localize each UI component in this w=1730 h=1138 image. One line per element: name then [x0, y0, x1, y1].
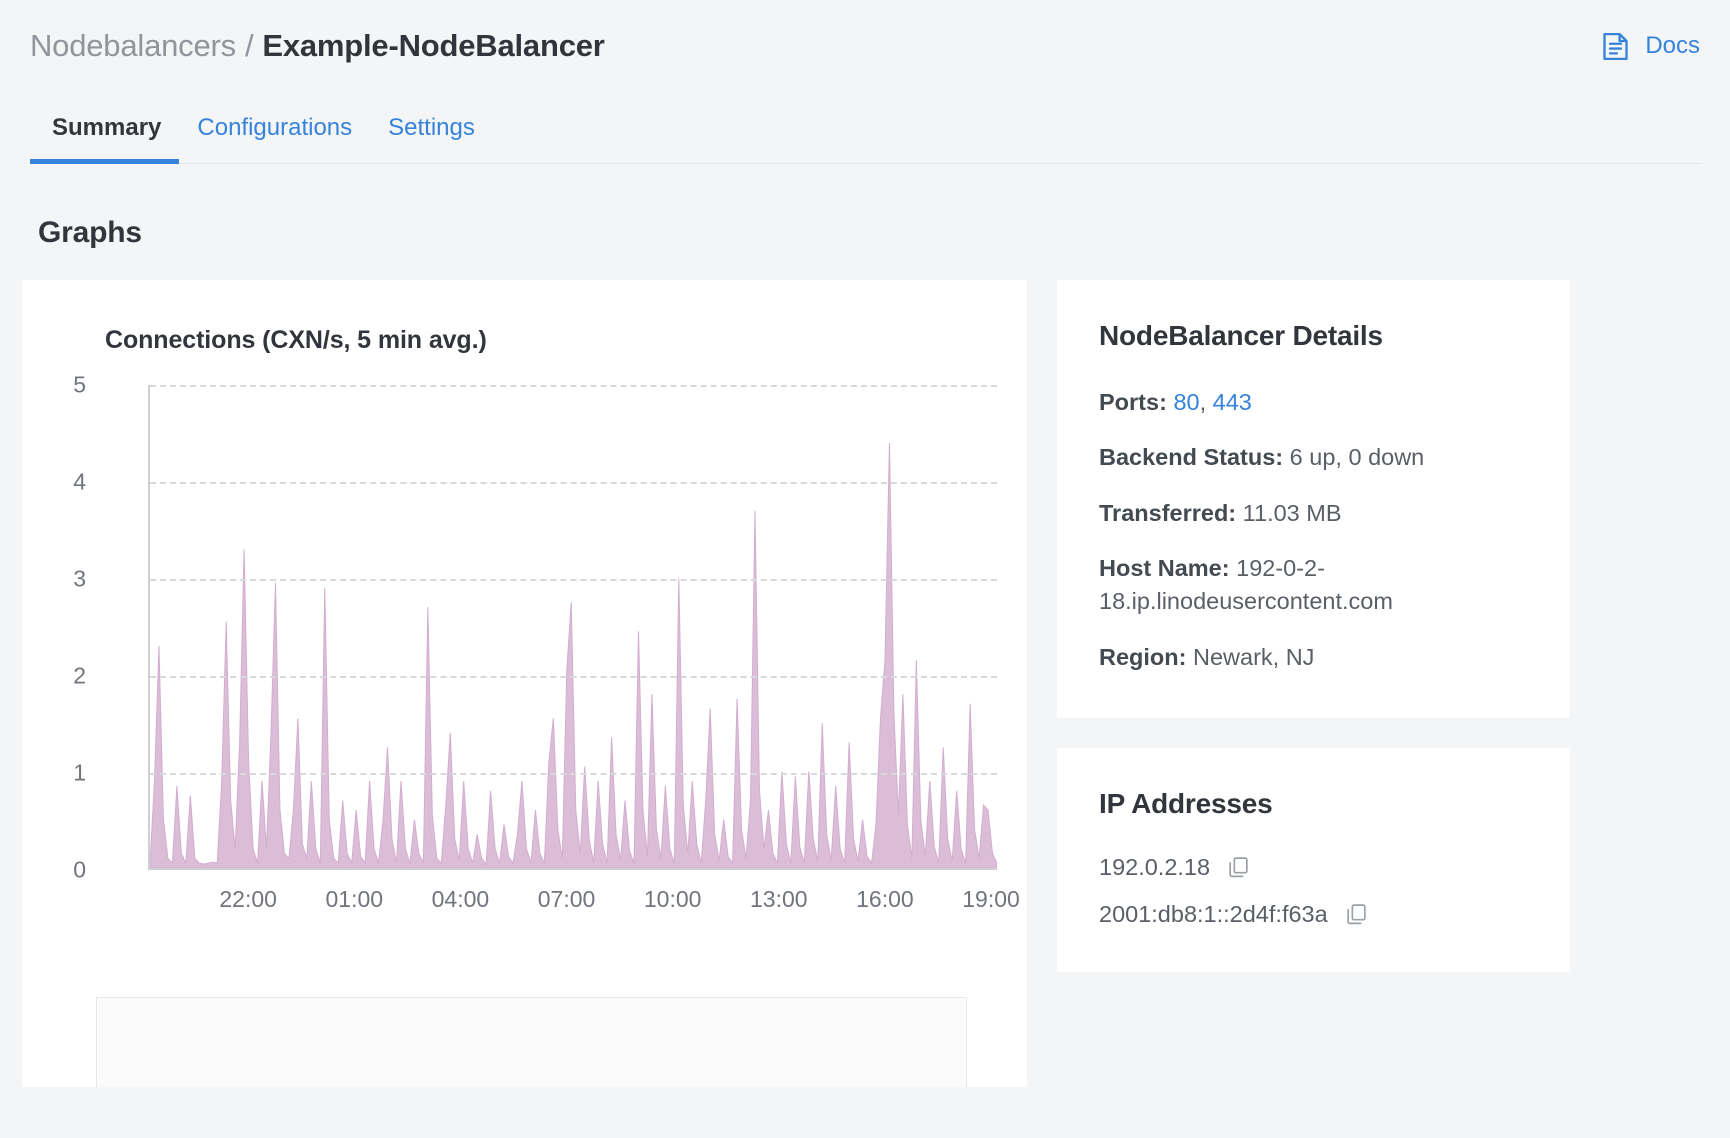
gridline: [150, 579, 997, 581]
ports-label: Ports:: [1099, 389, 1167, 415]
y-axis-tick-3: 3: [73, 565, 86, 592]
x-axis-tick-3: 07:00: [537, 886, 596, 912]
document-icon: [1599, 30, 1632, 63]
breadcrumb-separator: /: [244, 28, 254, 63]
details-column: NodeBalancer Details Ports: 80, 443 Back…: [1057, 280, 1570, 973]
port-link-443[interactable]: 443: [1212, 389, 1252, 415]
x-axis-tick-0: 22:00: [219, 886, 277, 912]
x-axis-tick-7: 19:00: [962, 886, 1020, 912]
x-axis-tick-6: 16:00: [856, 886, 914, 912]
detail-row-transferred: Transferred: 11.03 MB: [1099, 497, 1528, 530]
backend-status-value: 6 up, 0 down: [1289, 444, 1425, 471]
y-axis-labels: 0 1 2 3 4 5: [52, 372, 100, 883]
y-axis-tick-4: 4: [73, 468, 86, 495]
detail-row-region: Region: Newark, NJ: [1099, 641, 1528, 674]
ip-addresses-card: IP Addresses 192.0.2.18 2001:db8:1::2d4f…: [1057, 748, 1570, 973]
tab-settings[interactable]: Settings: [370, 92, 493, 164]
ip-address-value: 192.0.2.18: [1099, 854, 1211, 881]
tab-configurations[interactable]: Configurations: [179, 92, 370, 164]
detail-row-backend-status: Backend Status: 6 up, 0 down: [1099, 441, 1528, 474]
page-header: Nodebalancers / Example-NodeBalancer Doc…: [0, 0, 1730, 92]
gridline: [150, 676, 997, 678]
gridline: [150, 773, 997, 775]
tab-settings-label: Settings: [388, 114, 475, 141]
x-axis-tick-2: 04:00: [431, 886, 490, 912]
host-name-label: Host Name:: [1099, 555, 1230, 582]
breadcrumb-current: Example-NodeBalancer: [262, 28, 605, 63]
tab-summary-label: Summary: [52, 114, 162, 141]
list-item: 192.0.2.18: [1099, 854, 1528, 881]
copy-icon[interactable]: [1344, 902, 1369, 927]
x-axis-tick-4: 10:00: [643, 886, 702, 912]
x-axis-labels: 22:00 01:00 04:00 07:00 10:00 13:00 16:00 19:00: [148, 870, 1019, 930]
series-connections: [150, 443, 997, 868]
ip-addresses-title: IP Addresses: [1099, 788, 1273, 820]
page-title: Graphs: [38, 216, 142, 249]
y-axis-tick-1: 1: [73, 759, 86, 786]
graph-title: Connections (CXN/s, 5 min avg.): [105, 326, 487, 354]
detail-row-ports: Ports: 80, 443: [1099, 386, 1528, 419]
docs-link[interactable]: Docs: [1599, 30, 1700, 63]
y-axis-tick-5: 5: [73, 371, 86, 398]
connections-chart[interactable]: 0 1 2 3 4 5 22:00 01:00 04:00 07:00 10:00 13:00 16:…: [52, 372, 1020, 945]
graphs-column: Connections (CXN/s, 5 min avg.) 0 1 2 3 4 5 2…: [22, 280, 1027, 1087]
gridline: [150, 385, 997, 387]
gridline: [150, 482, 997, 484]
backend-status-label: Backend Status:: [1099, 444, 1284, 471]
list-item: 2001:db8:1::2d4f:f63a: [1099, 901, 1528, 928]
ip-address-value: 2001:db8:1::2d4f:f63a: [1099, 901, 1328, 928]
nodebalancer-details-card: NodeBalancer Details Ports: 80, 443 Back…: [1057, 280, 1570, 719]
tab-configurations-label: Configurations: [197, 114, 353, 141]
tab-bar: Summary Configurations Settings: [0, 92, 1730, 164]
transferred-label: Transferred:: [1099, 499, 1237, 526]
breadcrumb: Nodebalancers / Example-NodeBalancer: [30, 28, 605, 64]
detail-row-host-name: Host Name: 192-0-2-18.ip.linodeuserconte…: [1099, 552, 1528, 619]
connections-graph-card: Connections (CXN/s, 5 min avg.) 0 1 2 3 4 5 2…: [22, 280, 1027, 1087]
chart-series-area: [150, 385, 997, 868]
host-name-value: 192-0-2-18.ip.linodeusercontent.com: [1099, 555, 1393, 615]
x-axis-tick-5: 13:00: [750, 886, 808, 912]
chart-plot-area: [148, 385, 997, 870]
breadcrumb-link-nodebalancers[interactable]: Nodebalancers: [30, 28, 236, 63]
docs-label: Docs: [1645, 32, 1700, 59]
content-area: Connections (CXN/s, 5 min avg.) 0 1 2 3 4 5 2…: [0, 280, 1730, 1087]
transferred-value: 11.03 MB: [1242, 499, 1342, 526]
copy-icon[interactable]: [1226, 855, 1251, 880]
y-axis-tick-2: 2: [73, 662, 86, 689]
y-axis-tick-0: 0: [73, 856, 86, 883]
region-label: Region:: [1099, 643, 1187, 670]
ports-comma: ,: [1199, 389, 1207, 415]
region-value: Newark, NJ: [1193, 643, 1315, 670]
graph-legend-panel: [96, 997, 967, 1087]
tab-summary[interactable]: Summary: [30, 92, 180, 164]
x-axis-tick-1: 01:00: [325, 886, 384, 912]
port-link-80[interactable]: 80: [1173, 389, 1200, 415]
nodebalancer-details-title: NodeBalancer Details: [1099, 320, 1383, 351]
